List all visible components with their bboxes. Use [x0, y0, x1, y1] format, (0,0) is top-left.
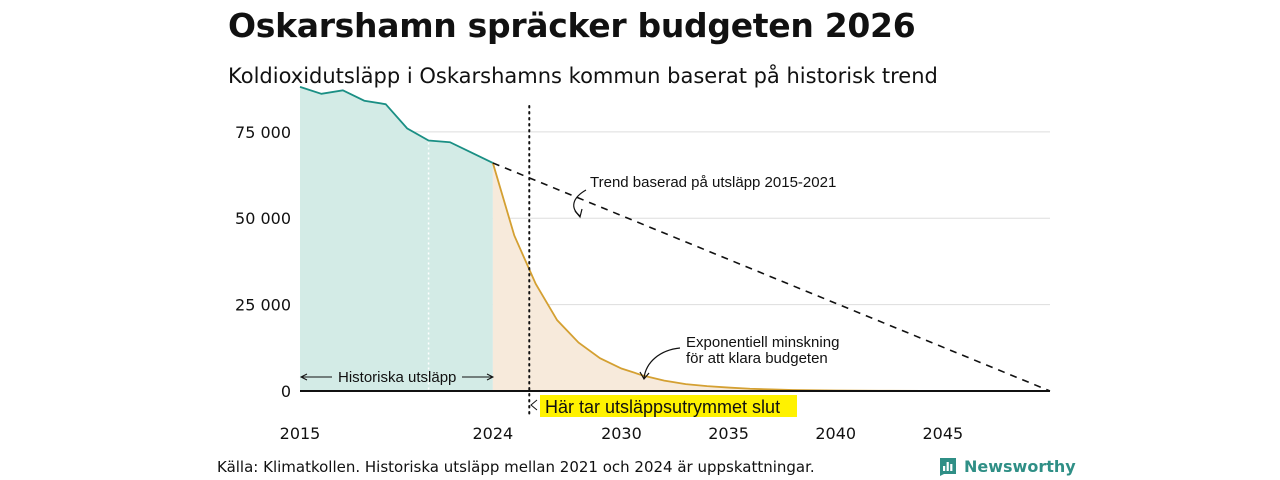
- chart-subtitle: Koldioxidutsläpp i Oskarshamns kommun ba…: [228, 64, 938, 88]
- exp-annotation-line1: Exponentiell minskning: [686, 334, 839, 351]
- x-tick-label: 2035: [708, 424, 749, 443]
- trend-line: [492, 162, 1051, 392]
- source-note: Källa: Klimatkollen. Historiska utsläpp …: [217, 458, 815, 476]
- y-tick-label: 0: [281, 382, 291, 401]
- exp-annotation-arrow: [643, 347, 681, 379]
- history-annotation: Historiska utsläpp: [338, 369, 456, 386]
- budget-end-highlight: [540, 395, 797, 417]
- budget-end-label: Här tar utsläppsutrymmet slut: [545, 397, 780, 417]
- history-range-left-arrowhead: [299, 373, 308, 381]
- chart-title: Oskarshamn spräcker budgeten 2026: [228, 6, 916, 45]
- history-area: [300, 86, 493, 392]
- y-tick-label: 25 000: [235, 296, 291, 315]
- history-range-right-arrowhead: [486, 373, 495, 381]
- y-tick-label: 75 000: [235, 123, 291, 142]
- brand-name: Newsworthy: [964, 456, 1076, 476]
- x-tick-label: 2040: [815, 424, 856, 443]
- trend-annotation: Trend baserad på utsläpp 2015-2021: [590, 174, 836, 191]
- x-tick-label: 2015: [280, 424, 321, 443]
- history-line: [299, 86, 494, 164]
- x-tick-label: 2024: [472, 424, 513, 443]
- newsworthy-icon: [940, 458, 956, 476]
- exp-annotation-arrowhead: [639, 371, 650, 381]
- y-tick-label: 50 000: [235, 209, 291, 228]
- brand-logo[interactable]: Newsworthy: [938, 456, 1076, 476]
- trend-annotation-arrowhead: [574, 208, 583, 219]
- budget-end-arrowhead: [530, 399, 538, 411]
- x-tick-label: 2030: [601, 424, 642, 443]
- budget-area: [492, 162, 1050, 391]
- exp-annotation-line2: för att klara budgeten: [686, 350, 828, 367]
- x-tick-label: 2045: [922, 424, 963, 443]
